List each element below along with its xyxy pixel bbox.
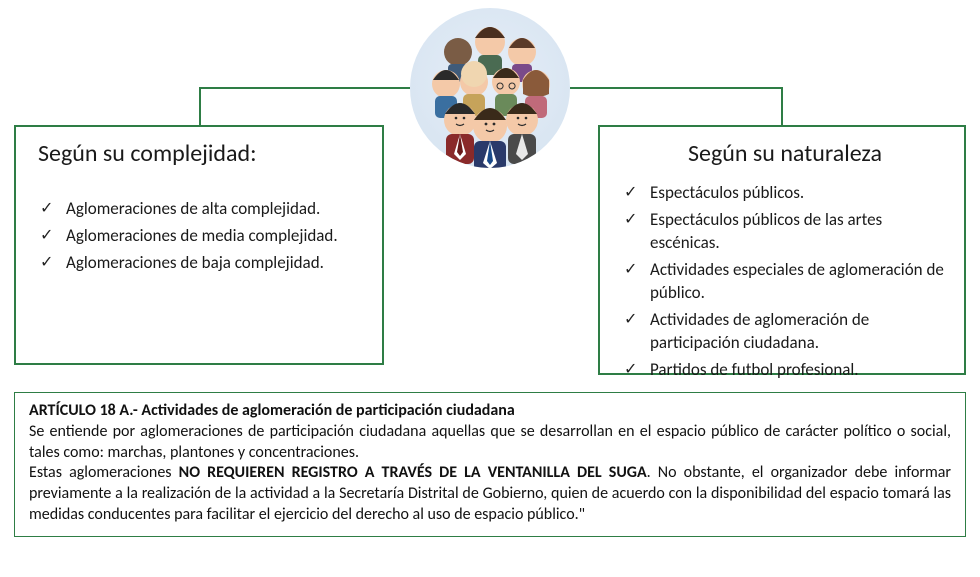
right-category-box: Según su naturaleza Espectáculos público… [598, 125, 966, 375]
right-box-list: Espectáculos públicos. Espectáculos públi… [616, 182, 948, 382]
left-list-item: Aglomeraciones de alta complejidad. [40, 198, 366, 221]
right-list-item: Espectáculos públicos. [624, 182, 948, 205]
right-list-item: Espectáculos públicos de las artes escén… [624, 209, 948, 255]
left-list-item: Aglomeraciones de baja complejidad. [40, 252, 366, 275]
article-p2-pre: Estas aglomeraciones [29, 463, 179, 482]
left-box-list: Aglomeraciones de alta complejidad. Aglom… [32, 198, 366, 275]
article-p2-bold: NO REQUIEREN REGISTRO A TRAVÉS DE LA VEN… [179, 463, 647, 482]
article-p1: Se entiende por aglomeraciones de partic… [29, 422, 951, 462]
left-category-box: Según su complejidad: Aglomeraciones de … [14, 125, 384, 365]
left-list-item: Aglomeraciones de media complejidad. [40, 225, 366, 248]
article-box: ARTÍCULO 18 A.- Actividades de aglomerac… [14, 392, 966, 537]
right-box-title: Según su naturaleza [622, 139, 948, 168]
right-list-item: Actividades de aglomeración de participa… [624, 309, 948, 355]
right-list-item: Partidos de futbol profesional. [624, 359, 948, 382]
right-list-item: Actividades especiales de aglomeración d… [624, 259, 948, 305]
left-box-title: Según su complejidad: [38, 139, 366, 168]
people-group-icon [410, 8, 570, 168]
article-title: ARTÍCULO 18 A.- Actividades de aglomerac… [29, 401, 515, 420]
